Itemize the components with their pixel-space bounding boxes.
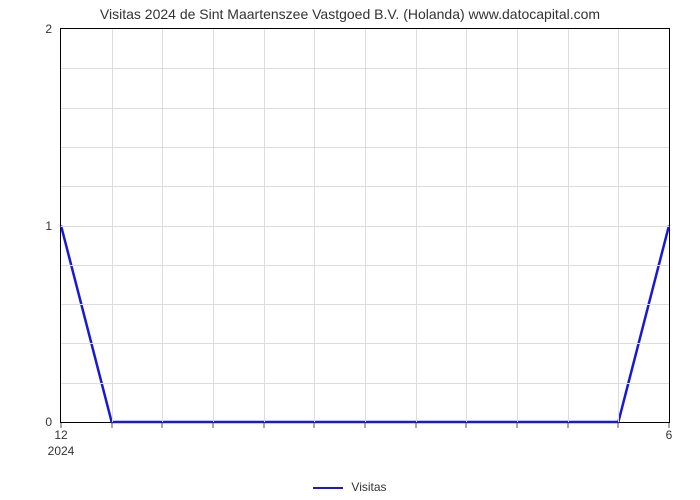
- x-tick-mark: [415, 423, 416, 428]
- y-tick-label: 2: [12, 22, 52, 36]
- x-tick-mark: [263, 423, 264, 428]
- x-tick-label: 12: [54, 428, 67, 442]
- chart-title: Visitas 2024 de Sint Maartenszee Vastgoe…: [0, 6, 700, 22]
- x-tick-mark: [213, 423, 214, 428]
- grid-horizontal: [61, 226, 669, 227]
- y-tick-label: 0: [12, 415, 52, 429]
- x-tick-mark: [618, 423, 619, 428]
- x-tick-mark: [111, 423, 112, 428]
- plot-area: [60, 28, 670, 423]
- grid-horizontal-minor: [61, 265, 669, 266]
- x-tick-mark: [314, 423, 315, 428]
- x-tick-mark: [517, 423, 518, 428]
- y-tick-label: 1: [12, 219, 52, 233]
- legend-label: Visitas: [351, 480, 386, 494]
- x-tick-sublabel: 2024: [48, 444, 75, 458]
- x-tick-label: 6: [666, 428, 673, 442]
- legend-swatch: [313, 487, 343, 489]
- grid-horizontal-minor: [61, 343, 669, 344]
- grid-horizontal-minor: [61, 147, 669, 148]
- x-tick-mark: [162, 423, 163, 428]
- grid-horizontal-minor: [61, 68, 669, 69]
- x-tick-mark: [365, 423, 366, 428]
- grid-horizontal-minor: [61, 108, 669, 109]
- x-tick-mark: [466, 423, 467, 428]
- grid-horizontal-minor: [61, 304, 669, 305]
- grid-horizontal-minor: [61, 186, 669, 187]
- x-tick-mark: [567, 423, 568, 428]
- chart-container: Visitas 2024 de Sint Maartenszee Vastgoe…: [0, 0, 700, 500]
- legend: Visitas: [0, 480, 700, 494]
- grid-horizontal-minor: [61, 383, 669, 384]
